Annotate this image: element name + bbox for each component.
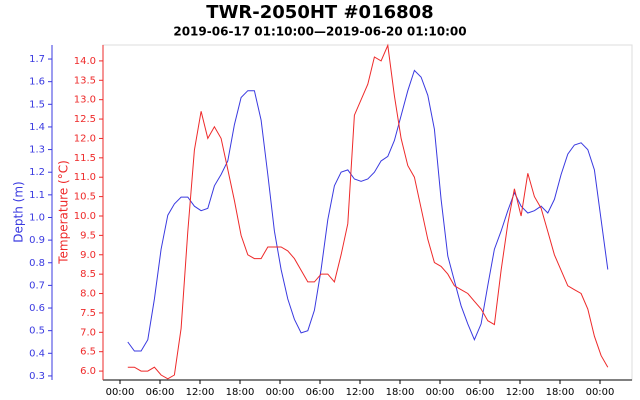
y-tick-label: 1.2 bbox=[29, 167, 45, 178]
y2-tick-label: 8.5 bbox=[80, 269, 96, 280]
y-tick-label: 0.6 bbox=[29, 303, 45, 314]
series-line bbox=[127, 43, 609, 380]
y2-tick-label: 11.0 bbox=[74, 172, 96, 183]
y2-tick-label: 9.0 bbox=[80, 250, 96, 261]
plot-frame bbox=[102, 44, 633, 381]
y-tick-label: 1.0 bbox=[29, 212, 45, 223]
y-tick-label: 1.1 bbox=[29, 190, 45, 201]
y-tick-label: 1.7 bbox=[29, 54, 45, 65]
y2-tick-label: 10.0 bbox=[74, 211, 96, 222]
chart-subtitle: 2019-06-17 01:10:00—2019-06-20 01:10:00 bbox=[173, 25, 466, 39]
x-tick-label: 06:00 bbox=[306, 387, 335, 398]
y-tick-label: 1.5 bbox=[29, 99, 45, 110]
y2-tick-label: 11.5 bbox=[74, 153, 96, 164]
series-line bbox=[127, 69, 609, 352]
y2-tick-label: 6.5 bbox=[80, 347, 96, 358]
y2-tick-label: 12.0 bbox=[74, 133, 96, 144]
x-tick-label: 06:00 bbox=[146, 387, 175, 398]
y2-tick-label: 12.5 bbox=[74, 114, 96, 125]
x-tick-label: 00:00 bbox=[266, 387, 295, 398]
y2-tick-label: 7.5 bbox=[80, 308, 96, 319]
x-tick-label: 18:00 bbox=[546, 387, 575, 398]
y2-tick-label: 8.0 bbox=[80, 289, 96, 300]
y-tick-label: 0.8 bbox=[29, 258, 45, 269]
y2-tick-label: 6.0 bbox=[80, 366, 96, 377]
chart-title: TWR-2050HT #016808 bbox=[206, 2, 433, 23]
x-tick-label: 00:00 bbox=[586, 387, 615, 398]
y2-tick-label: 10.5 bbox=[74, 192, 96, 203]
y-tick-label: 0.5 bbox=[29, 326, 45, 337]
x-tick-label: 12:00 bbox=[346, 387, 375, 398]
x-tick-label: 06:00 bbox=[466, 387, 495, 398]
y-tick-label: 0.4 bbox=[29, 348, 45, 359]
x-tick-label: 00:00 bbox=[426, 387, 455, 398]
y-tick-label: 1.4 bbox=[29, 122, 45, 133]
y2-axis-label: Temperature (°C) bbox=[57, 160, 71, 265]
x-tick-label: 12:00 bbox=[186, 387, 215, 398]
y2-tick-label: 9.5 bbox=[80, 230, 96, 241]
y-tick-label: 0.3 bbox=[29, 371, 45, 382]
x-tick-label: 18:00 bbox=[386, 387, 415, 398]
x-tick-label: 12:00 bbox=[506, 387, 535, 398]
y-tick-label: 0.9 bbox=[29, 235, 45, 246]
y2-tick-label: 13.5 bbox=[74, 75, 96, 86]
y-tick-label: 0.7 bbox=[29, 280, 45, 291]
x-tick-label: 18:00 bbox=[226, 387, 255, 398]
x-tick-label: 00:00 bbox=[106, 387, 135, 398]
y-tick-label: 1.3 bbox=[29, 145, 45, 156]
y-axis-label: Depth (m) bbox=[12, 181, 26, 242]
y2-tick-label: 7.0 bbox=[80, 327, 96, 338]
y2-tick-label: 14.0 bbox=[74, 56, 96, 67]
y-tick-label: 1.6 bbox=[29, 77, 45, 88]
y2-tick-label: 13.0 bbox=[74, 95, 96, 106]
